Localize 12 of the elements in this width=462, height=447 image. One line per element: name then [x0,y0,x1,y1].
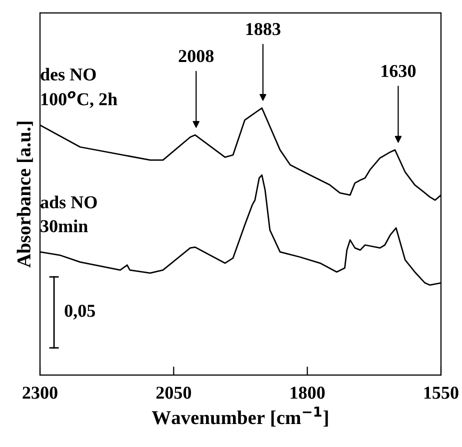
series-label: ads NO 30min [40,196,97,232]
annotation: 2008 [178,50,214,62]
x-tick-label: 1550 [424,386,458,399]
annotation: 1883 [246,22,280,36]
series-label: des NO 100$^{o}$C, 2h [40,68,118,108]
y-axis-title: Absorbance [a.u.] [16,122,33,268]
x-axis-title: Wavenumber [cm$^{−1}$] [152,406,328,427]
annotation: 0,05 [64,304,96,320]
x-tick-label: 2300 [22,386,58,399]
x-tick-label: 2050 [156,386,192,399]
annotation: 1630 [382,64,416,78]
x-tick-label: 1800 [290,386,325,399]
